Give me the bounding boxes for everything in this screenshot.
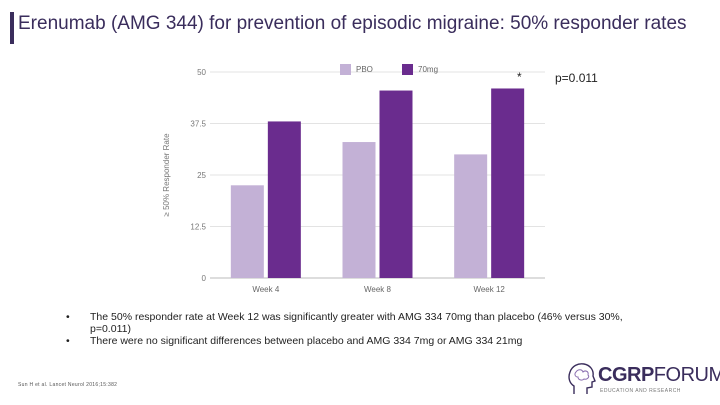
bullet-list: • The 50% responder rate at Week 12 was … (66, 311, 666, 347)
y-tick-label: 50 (197, 68, 206, 77)
bar-pbo-week-4 (230, 185, 264, 278)
y-axis-label: ≥ 50% Responder Rate (162, 133, 171, 217)
legend-swatch (340, 64, 351, 75)
x-tick-label: Week 12 (473, 285, 505, 294)
legend-swatch (402, 64, 413, 75)
bullet-item: • The 50% responder rate at Week 12 was … (66, 311, 666, 335)
brain-head-icon (568, 363, 596, 394)
chart-svg: 0 12.5 25 37.5 50 ≥ 50% Responder Rate Week 4 W… (162, 64, 545, 294)
slide-title: Erenumab (AMG 344) for prevention of epi… (18, 13, 687, 34)
logo-subtitle: EDUCATION AND RESEARCH (600, 388, 681, 394)
bullet-text: There were no significant differences be… (90, 335, 523, 347)
citation: Sun H et al. Lancet Neurol 2016;15:382 (18, 382, 118, 388)
bullet-dot: • (66, 335, 70, 347)
x-tick-label: Week 4 (252, 285, 280, 294)
title-accent-bar (10, 12, 14, 44)
bullet-dot: • (66, 311, 70, 323)
y-tick-label: 25 (197, 171, 206, 180)
logo-light: FORUM (653, 364, 720, 386)
x-tick-label: Week 8 (364, 285, 392, 294)
bar-pbo-week-12 (454, 154, 488, 278)
bar-chart: 0 12.5 25 37.5 50 ≥ 50% Responder Rate Week 4 W… (160, 58, 550, 303)
bar-70mg-week-12 (491, 88, 525, 278)
bar-70mg-week-8 (379, 90, 413, 278)
y-tick-label: 0 (202, 274, 207, 283)
legend-label: PBO (356, 65, 373, 74)
bar-70mg-week-4 (267, 121, 301, 278)
bullet-text: The 50% responder rate at Week 12 was si… (90, 311, 623, 335)
logo-bold: CGRP (598, 364, 654, 386)
y-tick-label: 37.5 (190, 120, 206, 129)
legend-label: 70mg (418, 65, 438, 74)
logo-wordmark: CGRPFORUM (598, 364, 720, 387)
bar-pbo-week-8 (342, 142, 376, 278)
y-tick-label: 12.5 (190, 223, 206, 232)
significance-star: * (517, 70, 522, 84)
bullet-item: • There were no significant differences … (66, 335, 666, 347)
p-value-label: p=0.011 (555, 71, 598, 85)
cgrp-forum-logo: CGRPFORUM EDUCATION AND RESEARCH (566, 360, 720, 400)
